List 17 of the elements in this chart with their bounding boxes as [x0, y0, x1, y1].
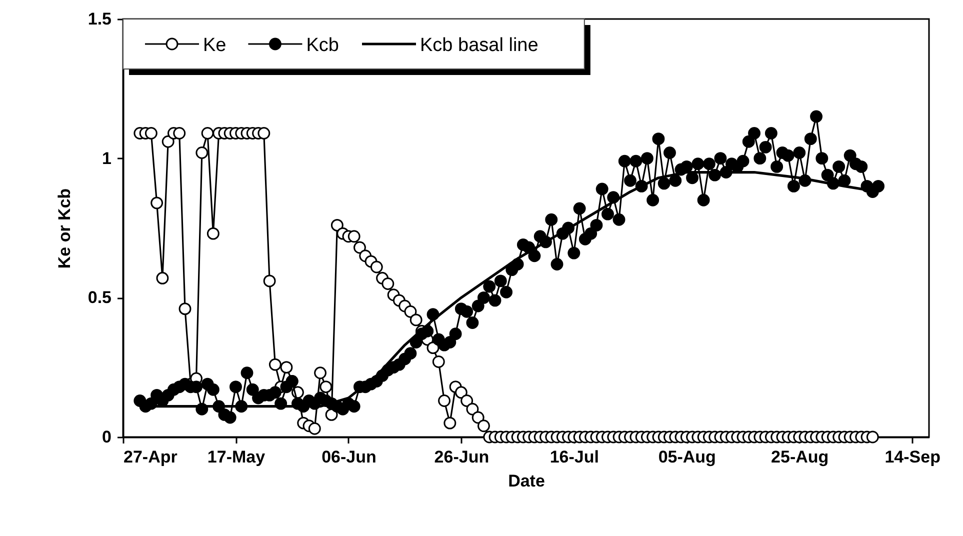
y-tick-label: 0 — [102, 428, 112, 446]
x-tick-label: 17-May — [207, 448, 266, 466]
y-axis-title: Ke or Kcb — [54, 188, 74, 269]
x-tick-label: 25-Aug — [771, 448, 829, 466]
x-tick-label: 14-Sep — [884, 448, 940, 466]
y-tick-label: 1 — [102, 148, 112, 168]
x-tick-label: 16-Jul — [550, 448, 599, 466]
y-tick-label: 1.5 — [88, 10, 112, 28]
legend-label: Kcb — [306, 35, 339, 56]
x-axis-title: Date — [508, 472, 545, 490]
legend-label: Ke — [203, 35, 226, 56]
x-tick-label: 26-Jun — [434, 448, 490, 466]
y-tick-label: 0.5 — [88, 288, 112, 308]
x-tick-label: 27-Apr — [124, 448, 178, 466]
legend-label: Kcb basal line — [420, 35, 538, 56]
x-tick-label: 06-Jun — [322, 448, 376, 466]
x-tick-label: 05-Aug — [658, 448, 716, 466]
